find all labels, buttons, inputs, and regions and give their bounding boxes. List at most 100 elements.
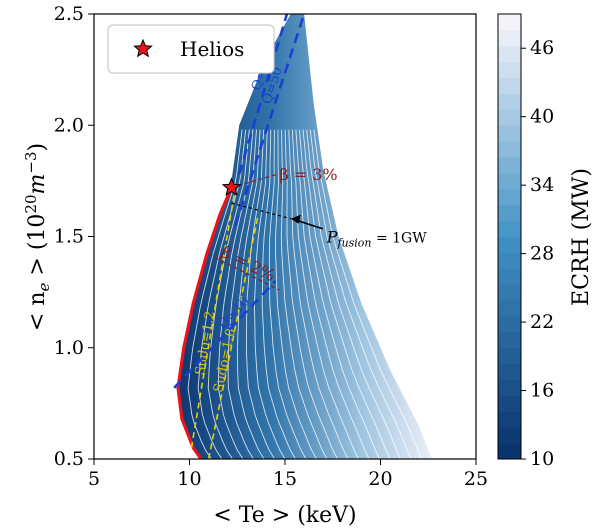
y-axis-label-unit-exp: −3 bbox=[22, 152, 40, 174]
colorbar-step bbox=[498, 29, 521, 47]
colorbar-step bbox=[498, 236, 521, 253]
pfusion-arrow-head-icon bbox=[290, 214, 301, 224]
colorbar-tick-label: 16 bbox=[530, 380, 554, 402]
helios-marker-icon bbox=[221, 177, 242, 196]
pfusion-label-base: P bbox=[326, 228, 338, 247]
colorbar-step bbox=[498, 77, 521, 94]
ecrh-contour-line bbox=[284, 129, 338, 459]
y-tick-label: 2.0 bbox=[54, 114, 84, 136]
ecrh-contour-line bbox=[254, 129, 286, 459]
colorbar-steps bbox=[498, 14, 521, 460]
q-factor-line bbox=[173, 280, 277, 389]
beta-limit-line bbox=[208, 253, 280, 291]
colorbar-step bbox=[498, 204, 521, 222]
y-tick-label: 2.5 bbox=[54, 3, 84, 25]
colorbar-tick-label: 22 bbox=[530, 311, 554, 333]
legend-box bbox=[107, 24, 275, 74]
ecrh-contour-line bbox=[306, 129, 402, 459]
colorbar-step bbox=[498, 284, 521, 301]
colorbar-step bbox=[498, 109, 521, 126]
pfusion-line bbox=[231, 202, 291, 220]
colorbar-tick-label: 34 bbox=[530, 174, 554, 196]
ecrh-contour-line bbox=[275, 129, 317, 459]
colorbar-step bbox=[498, 411, 521, 428]
ecrh-contour-line bbox=[309, 129, 412, 459]
colorbar: 10 16 22 28 34 40 46 ECRH (MW) bbox=[497, 13, 592, 470]
y-axis-ticks: 0.5 1.0 1.5 2.0 2.5 bbox=[54, 3, 94, 470]
ecrh-contour-line bbox=[227, 129, 257, 459]
colorbar-step bbox=[498, 268, 521, 285]
colorbar-step bbox=[498, 172, 521, 190]
svg-text:< ne > (1020m−3): < ne > (1020m−3) bbox=[22, 143, 53, 331]
q-factor-line bbox=[234, 14, 306, 226]
colorbar-step bbox=[498, 315, 521, 333]
y-axis-label-sub: e bbox=[35, 282, 53, 291]
colorbar-step bbox=[498, 61, 521, 79]
colorbar-step bbox=[498, 14, 521, 31]
colorbar-label: ECRH (MW) bbox=[569, 168, 592, 306]
colorbar-tick-label: 40 bbox=[530, 106, 554, 128]
x-tick-label: 10 bbox=[177, 468, 201, 490]
y-axis-label-main: < n bbox=[25, 291, 50, 331]
ecrh-contour-line bbox=[288, 129, 349, 459]
colorbar-step bbox=[498, 45, 521, 63]
y-axis-label-unit: m bbox=[25, 174, 50, 195]
colorbar-step bbox=[498, 125, 521, 142]
ecrh-contour-line bbox=[295, 129, 370, 459]
pfusion-label: Pfusion = 1GW bbox=[326, 228, 428, 250]
colorbar-frame bbox=[497, 13, 522, 460]
colorbar-tick-label: 28 bbox=[530, 243, 554, 265]
colorbar-step bbox=[498, 395, 521, 412]
ecrh-contour-line bbox=[291, 129, 359, 459]
ecrh-filled-region bbox=[178, 14, 433, 459]
ecrh-contour-line bbox=[217, 129, 254, 459]
colorbar-step bbox=[498, 141, 521, 158]
pfusion-label-rest: = 1GW bbox=[372, 231, 428, 247]
y-axis-label: < ne > (1020m−3) bbox=[22, 143, 53, 331]
y-tick-label: 1.5 bbox=[54, 226, 84, 248]
ecrh-contour-line bbox=[280, 129, 328, 459]
colorbar-step bbox=[498, 443, 521, 460]
x-axis-label: < Te > (keV) bbox=[213, 503, 356, 528]
beta-3-label: β = 3% bbox=[279, 165, 337, 184]
colorbar-step bbox=[498, 363, 521, 381]
x-axis-ticks: 5 10 15 20 25 bbox=[88, 459, 488, 490]
legend: Helios bbox=[107, 24, 275, 74]
y-axis-label-close: ) bbox=[25, 143, 50, 152]
x-tick-label: 25 bbox=[464, 468, 488, 490]
pfusion-label-sub: fusion bbox=[336, 237, 371, 250]
x-tick-label: 15 bbox=[273, 468, 297, 490]
colorbar-step bbox=[498, 347, 521, 365]
q-factor-line bbox=[237, 14, 289, 175]
colorbar-tick-label: 10 bbox=[530, 448, 554, 470]
colorbar-step bbox=[498, 379, 521, 396]
operating-boundary-line bbox=[176, 186, 233, 459]
y-axis-label-rest: > (10 bbox=[25, 214, 50, 283]
legend-star-icon bbox=[133, 38, 153, 58]
x-tick-label: 5 bbox=[88, 468, 100, 490]
ecrh-contour-line bbox=[268, 129, 307, 459]
colorbar-step bbox=[498, 93, 521, 110]
colorbar-step bbox=[498, 188, 521, 206]
ecrh-contour-line bbox=[245, 129, 275, 459]
colorbar-step bbox=[498, 252, 521, 269]
y-axis-label-exp: 20 bbox=[22, 195, 40, 214]
sudo-limit-line bbox=[190, 187, 237, 449]
colorbar-step bbox=[498, 427, 521, 444]
y-tick-label: 1.0 bbox=[54, 337, 84, 359]
colorbar-step bbox=[498, 331, 521, 349]
colorbar-step bbox=[498, 220, 521, 237]
pfusion-arrow bbox=[294, 218, 323, 230]
colorbar-step bbox=[498, 157, 521, 174]
ecrh-contour-line bbox=[302, 129, 391, 459]
legend-entry-helios: Helios bbox=[180, 37, 244, 61]
sudo-limit-line bbox=[207, 214, 260, 459]
colorbar-step bbox=[498, 300, 521, 317]
y-tick-label: 0.5 bbox=[54, 448, 84, 470]
ecrh-contour-line bbox=[313, 129, 423, 459]
colorbar-ticks: 10 16 22 28 34 40 46 bbox=[521, 37, 554, 470]
colorbar-tick-label: 46 bbox=[530, 37, 554, 59]
ecrh-contour-line bbox=[299, 129, 380, 459]
